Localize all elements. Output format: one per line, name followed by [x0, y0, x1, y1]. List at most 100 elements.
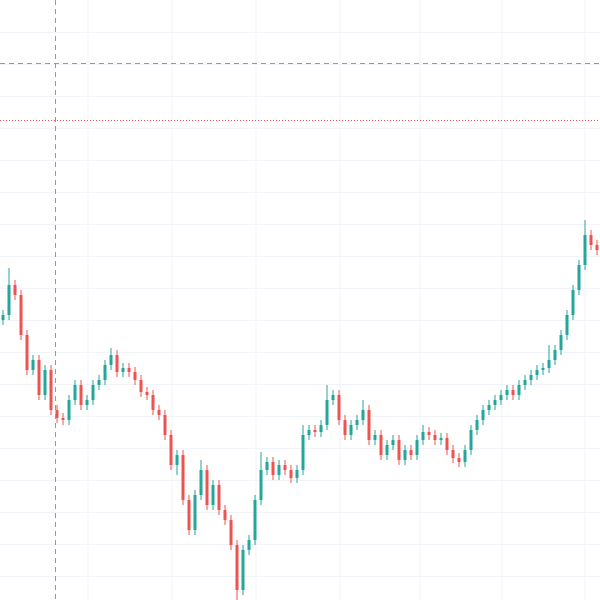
candle-body [31, 360, 35, 370]
candle-body [265, 462, 269, 470]
candle-body [175, 455, 179, 465]
candle-body [259, 470, 263, 500]
candle-body [325, 400, 329, 425]
candle-body [427, 432, 431, 435]
candle-body [49, 370, 53, 410]
candle-body [13, 285, 17, 295]
candle-body [439, 438, 443, 440]
candle-body [121, 368, 125, 372]
candle-body [133, 372, 137, 380]
candle-body [559, 335, 563, 350]
candle-body [541, 368, 545, 370]
candle-body [43, 370, 47, 395]
candle-body [55, 410, 59, 418]
candle-body [211, 485, 215, 505]
candle-body [385, 445, 389, 455]
candle-body [517, 385, 521, 395]
candle-body [529, 375, 533, 380]
candle-body [235, 545, 239, 590]
candle-body [493, 400, 497, 405]
candle-body [361, 410, 365, 420]
candle-body [469, 430, 473, 450]
candle-body [511, 390, 515, 395]
candle-body [79, 385, 83, 405]
candle-body [277, 465, 281, 475]
candle-body [61, 418, 65, 420]
candle-body [367, 410, 371, 440]
candle-body [571, 290, 575, 315]
candle-body [457, 458, 461, 462]
candle-body [97, 380, 101, 385]
candle-body [151, 395, 155, 410]
candle-body [589, 235, 593, 245]
candle-body [217, 485, 221, 510]
candle-body [505, 390, 509, 395]
candle-body [463, 450, 467, 462]
candle-body [337, 395, 341, 420]
candle-body [409, 450, 413, 455]
candle-body [289, 470, 293, 478]
candle-body [415, 440, 419, 455]
candle-body [67, 400, 71, 420]
candle-body [331, 395, 335, 400]
candle-body [205, 470, 209, 505]
candle-body [91, 385, 95, 400]
candle-body [565, 315, 569, 335]
candle-body [193, 495, 197, 530]
candle-body [433, 435, 437, 440]
candle-body [397, 440, 401, 460]
candle-body [145, 392, 149, 395]
candle-body [349, 425, 353, 435]
candle-body [37, 360, 41, 395]
candle-body [373, 435, 377, 440]
candle-body [595, 245, 599, 250]
candle-body [379, 435, 383, 455]
candle-body [19, 295, 23, 335]
candle-body [109, 355, 113, 365]
candle-body [223, 510, 227, 520]
candle-body [253, 500, 257, 540]
candle-body [535, 370, 539, 375]
candle-body [169, 435, 173, 465]
candle-body [547, 360, 551, 368]
candle-body [391, 440, 395, 445]
candle-body [343, 420, 347, 435]
candle-body [307, 430, 311, 435]
candle-body [241, 550, 245, 590]
candle-body [301, 435, 305, 470]
candle-body [271, 462, 275, 475]
candle-body [475, 420, 479, 430]
candle-body [499, 395, 503, 400]
candle-body [127, 368, 131, 372]
candle-body [421, 432, 425, 440]
candle-body [25, 335, 29, 370]
candle-body [577, 265, 581, 290]
candle-body [85, 400, 89, 405]
candle-body [229, 520, 233, 545]
candle-body [115, 355, 119, 372]
candle-body [163, 415, 167, 435]
candle-body [187, 500, 191, 530]
candle-body [583, 235, 587, 265]
candle-body [157, 410, 161, 415]
candle-body [103, 365, 107, 380]
candle-body [481, 410, 485, 420]
candle-body [355, 420, 359, 425]
candle-body [1, 315, 5, 320]
candle-body [319, 425, 323, 432]
candle-body [487, 405, 491, 410]
candle-body [445, 438, 449, 450]
candle-body [313, 430, 317, 432]
candle-body [199, 470, 203, 495]
candle-body [181, 455, 185, 500]
candles [1, 220, 599, 600]
candle-body [283, 465, 287, 470]
candle-body [139, 380, 143, 392]
candle-body [451, 450, 455, 458]
candle-body [553, 350, 557, 360]
candle-body [247, 540, 251, 550]
candle-body [403, 450, 407, 460]
candle-body [73, 385, 77, 400]
